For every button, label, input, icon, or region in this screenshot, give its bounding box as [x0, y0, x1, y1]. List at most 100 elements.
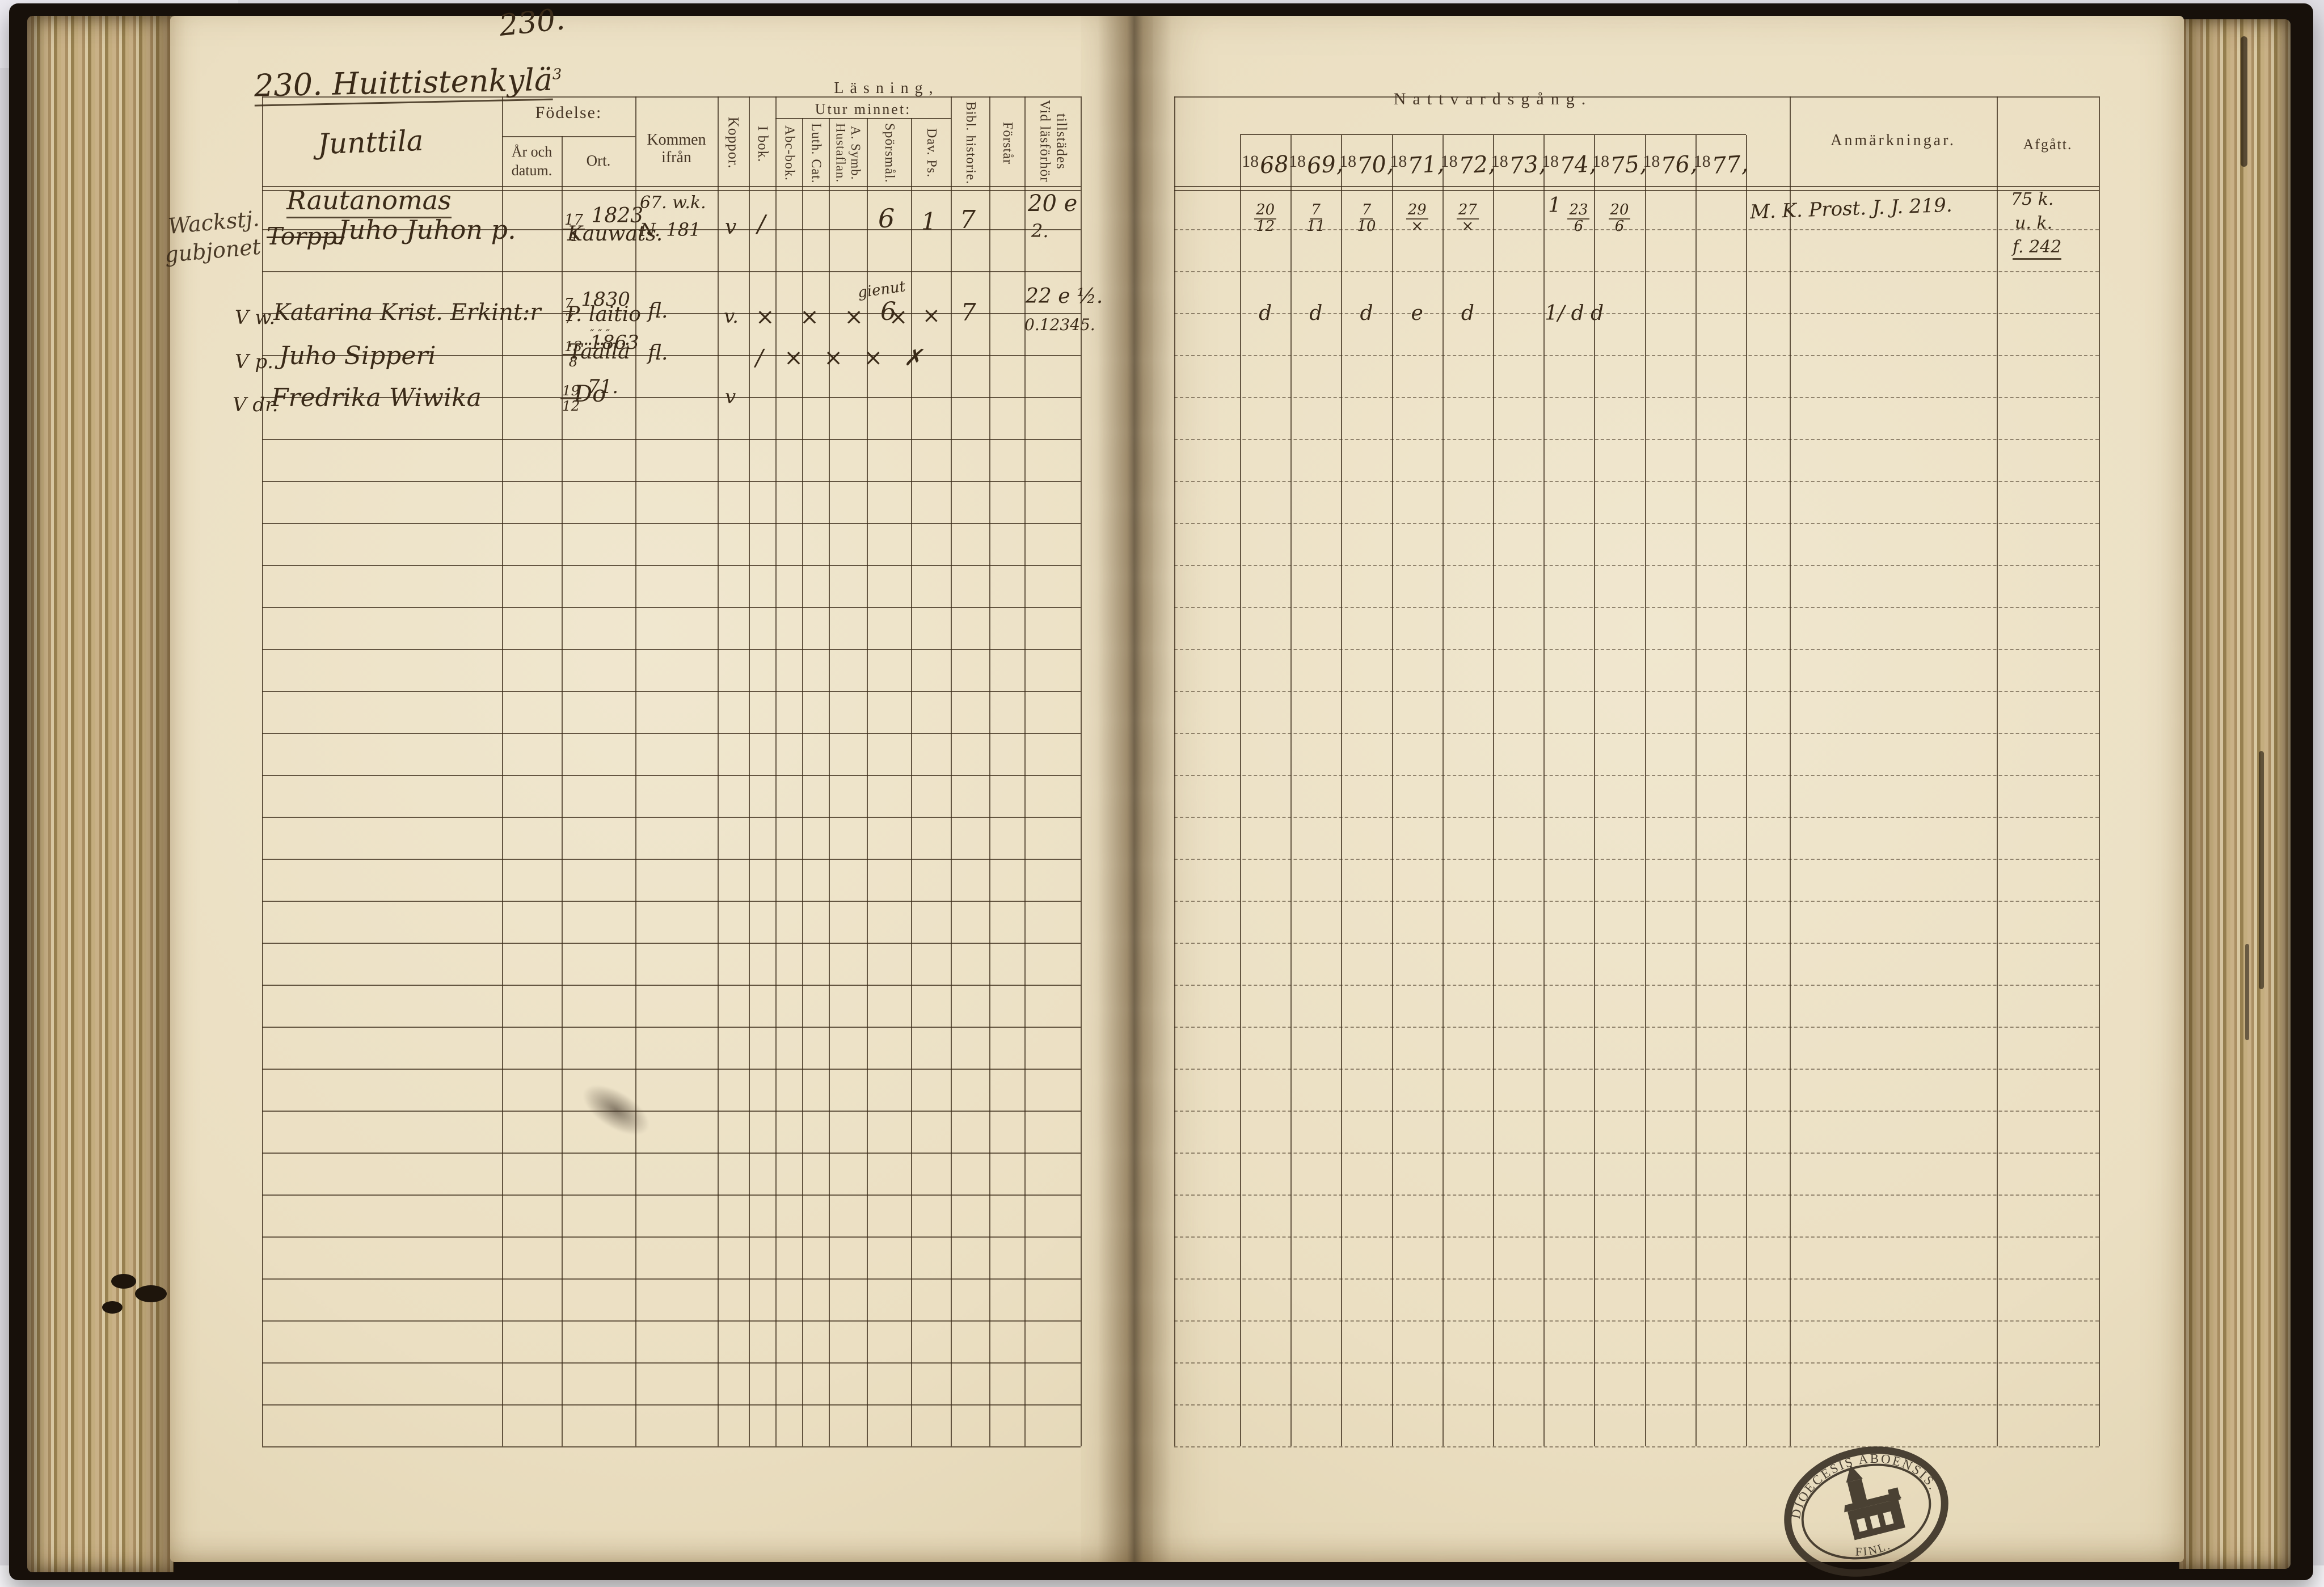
- communion-mark: 1 23 6: [1545, 194, 1593, 234]
- row-birth-place: Täällä: [568, 340, 630, 364]
- communion-mark: d: [1259, 302, 1272, 325]
- header-fodelse: Födelse:: [535, 103, 602, 122]
- row-check: V p.: [235, 351, 273, 373]
- rule-line: [262, 565, 1081, 566]
- header-nattvardsgang: Nattvardsgång.: [1393, 90, 1593, 108]
- year-header: 18 77,: [1693, 150, 1749, 180]
- rule-line: [951, 96, 952, 1446]
- communion-mark: 29 ×: [1393, 194, 1441, 234]
- church-icon: [1844, 1465, 1905, 1540]
- row-birth-place: Kauwats.: [567, 222, 663, 246]
- rule-line: [262, 1153, 1081, 1154]
- rule-line: [262, 190, 1081, 191]
- row-birth-place: Do: [574, 381, 606, 407]
- row-smallpox-mark: v.: [724, 305, 739, 328]
- right-page-edges: [2179, 19, 2291, 1569]
- rule-line: [1240, 134, 1746, 135]
- rule-line: [635, 96, 636, 1446]
- row-name: Katarina Krist. Erkint:r: [273, 299, 541, 326]
- svg-text:FINL.: FINL.: [1852, 1536, 1893, 1561]
- communion-mark: 20 6: [1595, 194, 1643, 234]
- header-luth-cat: Luth. Cat.: [808, 123, 824, 184]
- communion-mark: 7 11: [1306, 201, 1326, 235]
- rule-line: [775, 118, 951, 119]
- rule-line: [262, 96, 263, 1446]
- ink-blot: [111, 1274, 136, 1289]
- rule-line: [262, 985, 1081, 986]
- rule-line: [262, 943, 1081, 944]
- rule-line: [262, 1236, 1081, 1238]
- rule-line: [1174, 1446, 2099, 1447]
- header-kommen-ifran: Kommen ifrån: [647, 131, 706, 166]
- row-smallpox-mark: v: [725, 216, 737, 239]
- rule-line: [1174, 186, 2099, 187]
- rule-line: [262, 775, 1081, 776]
- rule-line: [867, 118, 868, 1446]
- rule-line: [1997, 96, 1998, 1446]
- rule-line: [1174, 817, 2099, 818]
- row-grade: 7: [960, 205, 976, 234]
- rule-line: [1174, 96, 1175, 1446]
- year-header: 18 73,: [1491, 150, 1546, 180]
- header-i-bok: I bok.: [754, 125, 770, 163]
- rule-line: [262, 733, 1081, 734]
- rule-line: [1174, 439, 2099, 440]
- row-attendance: 0.12345.: [1024, 315, 1095, 334]
- header-vid-lasforhor: Vid läsförhör tillstädes: [1037, 100, 1069, 183]
- departed-entry: 75 k.: [2011, 189, 2054, 209]
- row-name: Juho Juhon p.: [338, 214, 516, 245]
- row-birth-place: P. laitio: [566, 303, 641, 326]
- left-page-edges: [27, 16, 174, 1572]
- rule-line: [1174, 1362, 2099, 1364]
- page-title-superscript: 3: [552, 66, 562, 83]
- departed-entry: u. k.: [2015, 213, 2053, 233]
- row-name: Juho Sipperi: [279, 341, 436, 370]
- row-reading-mark: ∕: [757, 210, 766, 238]
- rule-line: [1174, 859, 2099, 860]
- rule-line: [1174, 481, 2099, 482]
- rule-line: [262, 1320, 1081, 1322]
- row-grade: ×: [922, 303, 940, 328]
- rule-line: [262, 355, 1081, 356]
- rule-line: [262, 691, 1081, 692]
- rule-line: [262, 859, 1081, 860]
- communion-mark: 20 12: [1241, 194, 1289, 234]
- rule-line: [1543, 135, 1545, 1446]
- header-bibl-historie: Bibl. historie.: [963, 101, 978, 185]
- rule-line: [775, 96, 777, 1446]
- row-reading-marks: ∕ × × × ✗: [756, 345, 930, 371]
- year-header: 18 71,: [1390, 150, 1445, 180]
- rule-line: [1174, 1027, 2099, 1028]
- rule-line: [502, 96, 503, 1446]
- group-heading: Rautanomas: [286, 185, 452, 218]
- communion-mark: d: [1461, 302, 1474, 325]
- row-birth-date: 13 8 1863: [563, 331, 639, 369]
- rule-line: [262, 1278, 1081, 1280]
- rule-line: [1240, 135, 1241, 1446]
- year-header: 18 70,: [1339, 150, 1395, 180]
- row-came-from: fl.: [648, 341, 668, 365]
- rule-line: [1174, 190, 2099, 191]
- row-reading-marks: × × × ×: [756, 304, 917, 330]
- rule-line: [1174, 565, 2099, 566]
- rule-line: [1174, 229, 2099, 230]
- rule-line: [1174, 397, 2099, 398]
- row-smallpox-mark: v: [725, 386, 736, 408]
- row-name: Fredrika Wiwika: [271, 383, 482, 412]
- header-afgatt: Afgått.: [2023, 136, 2073, 153]
- rule-line: [262, 1195, 1081, 1196]
- row-came-from: fl.: [648, 299, 668, 323]
- rule-line: [1290, 135, 1292, 1446]
- row-attendance: 22 e ½.: [1026, 285, 1103, 308]
- row-birth-date: 17 4 1823: [563, 204, 643, 244]
- rule-line: [1024, 96, 1026, 1446]
- row-grade: 7: [961, 298, 976, 326]
- rule-line: [749, 96, 750, 1446]
- rule-line: [262, 649, 1081, 650]
- rule-line: [262, 1362, 1081, 1364]
- rule-line: [1174, 355, 2099, 356]
- row-grade: 6: [878, 203, 895, 234]
- rule-line: [1174, 1236, 2099, 1238]
